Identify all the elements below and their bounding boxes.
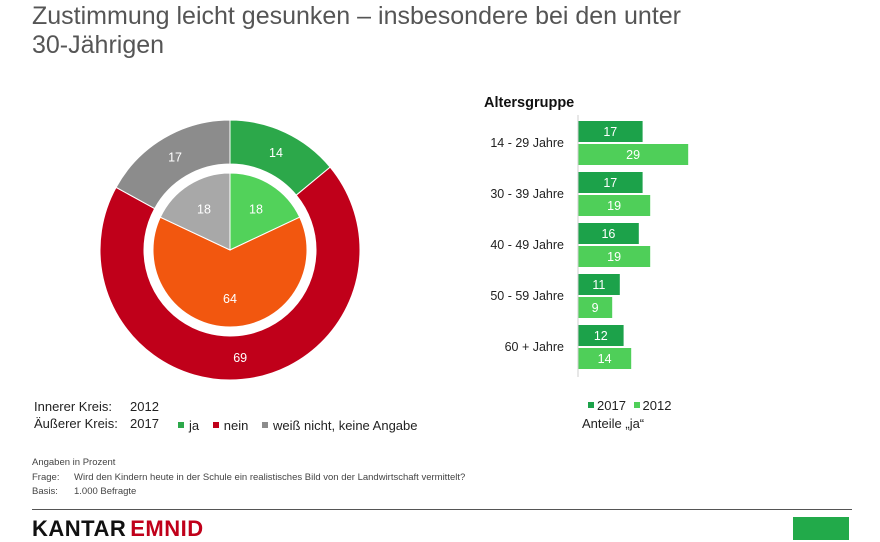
basis-label: Basis:: [32, 486, 58, 497]
inner-ring-year: 2012: [130, 399, 159, 414]
bar-legend-item-2017: 2017: [588, 398, 626, 413]
footer-basis: Basis: 1.000 Befragte: [32, 485, 465, 500]
bar-2017-4: [578, 325, 624, 346]
bar-legend-label-2017: 2017: [597, 397, 626, 413]
outer-label-nein: 69: [233, 351, 247, 365]
bar-value-2017-3: 11: [592, 278, 605, 292]
footer-divider: [32, 509, 852, 510]
basis-text: 1.000 Befragte: [74, 486, 137, 497]
inner-label-ja: 18: [249, 203, 263, 217]
bar-value-2012-2: 19: [607, 250, 621, 264]
bar-chart-title: Altersgruppe: [484, 95, 574, 111]
ring-legend: Innerer Kreis: 2012 Äußerer Kreis: 2017: [34, 398, 159, 432]
category-label-0: 14 - 29 Jahre: [490, 136, 564, 150]
inner-slice-ja: [229, 172, 301, 251]
outer-label-ja: 14: [269, 146, 283, 160]
outer-ring-label: Äußerer Kreis:: [34, 416, 118, 431]
bar-legend: 2017 2012: [588, 396, 675, 413]
bar-legend-swatch-2012: [633, 402, 640, 408]
bar-value-2017-2: 16: [601, 227, 615, 241]
outer-ring-legend: Äußerer Kreis: 2017: [34, 415, 159, 432]
legend-swatch-ja: [178, 422, 184, 428]
brand-logo: KANTAR EMNID: [32, 516, 204, 542]
title-line-2: 30-Jährigen: [32, 31, 165, 59]
page-title: Zustimmung leicht gesunken – insbesonder…: [32, 2, 832, 60]
bar-chart-note: Anteile „ja“: [582, 416, 645, 431]
inner-slice-nein: [152, 216, 308, 328]
bar-value-2017-4: 12: [594, 329, 608, 343]
bar-2017-2: [578, 223, 639, 244]
bar-legend-item-2012: 2012: [633, 397, 672, 413]
outer-slice-nein: [99, 166, 361, 381]
bar-2012-4: [578, 348, 632, 369]
outer-ring-year: 2017: [130, 416, 159, 431]
inner-label-nein: 64: [223, 292, 237, 306]
bar-2012-1: [578, 195, 651, 216]
legend-label-ja: ja: [189, 417, 200, 433]
legend-item-ja: ja: [178, 418, 199, 433]
bar-2012-3: [578, 297, 613, 318]
question-label: Frage:: [32, 471, 60, 483]
age-group-bar-chart: Altersgruppe 14 - 29 Jahre 17 29 30 - 39 Jah…: [484, 95, 689, 377]
question-text: Wird den Kindern heute in der Schule ein…: [74, 471, 466, 483]
bar-value-2012-1: 19: [607, 199, 621, 213]
inner-ring-label: Innerer Kreis:: [34, 399, 113, 414]
footer-question: Frage: Wird den Kindern heute in der Schu…: [32, 471, 465, 486]
legend-label-nein: nein: [223, 417, 249, 433]
bar-value-2012-4: 14: [598, 352, 612, 366]
category-legend: ja nein weiß nicht, keine Angabe: [178, 416, 428, 433]
bar-2017-0: [578, 121, 643, 142]
logo-part-kantar: KANTAR: [32, 516, 127, 541]
outer-slice-unsure: [115, 119, 231, 210]
bar-2012-2: [578, 246, 651, 267]
legend-swatch-nein: [212, 422, 219, 428]
title-line-1: Zustimmung leicht gesunken – insbesonder…: [32, 2, 682, 30]
logo-part-emnid: EMNID: [130, 516, 204, 541]
legend-item-nein: nein: [212, 417, 249, 433]
brand-corner-block: [793, 517, 849, 540]
bar-value-2017-0: 17: [603, 125, 617, 139]
category-label-1: 30 - 39 Jahre: [490, 187, 564, 201]
bar-legend-label-2012: 2012: [642, 397, 672, 413]
category-label-3: 50 - 59 Jahre: [490, 289, 564, 303]
footer-notes: Angaben in Prozent Frage: Wird den Kinder…: [32, 456, 465, 500]
bar-legend-swatch-2017: [588, 402, 594, 408]
legend-item-unsure: weiß nicht, keine Angabe: [261, 417, 418, 433]
double-donut-chart: 14 69 17 18 64 18: [99, 119, 361, 381]
category-label-2: 40 - 49 Jahre: [490, 238, 564, 252]
bar-value-2017-1: 17: [603, 176, 617, 190]
inner-label-unsure: 18: [197, 203, 211, 217]
bar-2017-3: [578, 274, 620, 295]
inner-ring-legend: Innerer Kreis: 2012: [34, 398, 159, 415]
inner-slice-unsure: [159, 172, 231, 251]
bar-value-2012-3: 9: [592, 301, 599, 315]
outer-label-unsure: 17: [168, 151, 182, 165]
category-label-4: 60 + Jahre: [505, 340, 564, 354]
footer-unit: Angaben in Prozent: [32, 457, 116, 468]
legend-swatch-unsure: [261, 422, 268, 428]
legend-label-unsure: weiß nicht, keine Angabe: [272, 417, 418, 433]
bar-2017-1: [578, 172, 643, 193]
bar-2012-0: [578, 144, 689, 165]
bar-value-2012-0: 29: [626, 148, 640, 162]
